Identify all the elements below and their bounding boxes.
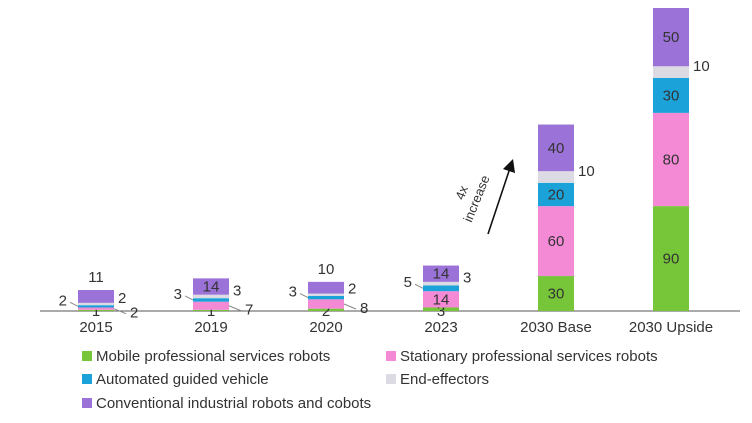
value-label: 2 bbox=[130, 305, 138, 322]
legend-label: Stationary professional services robots bbox=[400, 348, 658, 365]
x-tick-label: 2023 bbox=[424, 319, 457, 336]
value-label: 14 bbox=[433, 291, 450, 308]
bar-segment bbox=[423, 265, 459, 282]
value-label: 2 bbox=[322, 303, 330, 320]
bar-segment bbox=[78, 302, 114, 306]
value-label: 20 bbox=[548, 186, 565, 203]
bar-segment bbox=[538, 182, 574, 207]
value-label: 1 bbox=[207, 303, 215, 320]
value-label: 10 bbox=[318, 261, 335, 278]
bar-segment bbox=[653, 8, 689, 67]
x-tick-label: 2030 Upside bbox=[629, 319, 713, 336]
value-label: 2 bbox=[59, 292, 67, 309]
value-label: 3 bbox=[233, 282, 241, 299]
x-tick-label: 2015 bbox=[79, 319, 112, 336]
legend-swatch bbox=[82, 398, 92, 408]
legend-swatch bbox=[386, 351, 396, 361]
bar-segment bbox=[308, 308, 344, 311]
bar-segment bbox=[78, 305, 114, 308]
value-label: 30 bbox=[663, 87, 680, 104]
value-label: 10 bbox=[693, 58, 710, 75]
bar-segment bbox=[538, 171, 574, 183]
value-label: 8 bbox=[360, 300, 368, 317]
value-label: 3 bbox=[174, 286, 182, 303]
value-label: 50 bbox=[663, 29, 680, 46]
bar-segment bbox=[308, 293, 344, 296]
bar-segment bbox=[653, 77, 689, 113]
leader-line bbox=[184, 295, 194, 301]
value-label: 3 bbox=[289, 284, 297, 301]
bar-segment bbox=[538, 206, 574, 277]
bar-segment bbox=[308, 281, 344, 294]
x-tick-label: 2030 Base bbox=[520, 319, 592, 336]
bar-segment bbox=[193, 298, 229, 302]
bar-segment bbox=[78, 307, 114, 310]
legend-label: Automated guided vehicle bbox=[96, 371, 269, 388]
value-label: 10 bbox=[578, 163, 595, 180]
value-label: 14 bbox=[203, 278, 220, 295]
leader-line bbox=[343, 303, 357, 310]
bar-segment bbox=[423, 285, 459, 292]
annotation: 4x increase bbox=[452, 173, 493, 224]
value-label: 80 bbox=[663, 151, 680, 168]
bar-segment bbox=[193, 278, 229, 295]
bar-segment bbox=[423, 307, 459, 311]
value-label: 3 bbox=[437, 303, 445, 320]
x-tick-label: 2020 bbox=[309, 319, 342, 336]
leader-line bbox=[69, 301, 79, 307]
bar-segment bbox=[193, 309, 229, 311]
leader-line bbox=[299, 293, 309, 299]
value-label: 3 bbox=[463, 270, 471, 287]
value-label: 2 bbox=[348, 281, 356, 298]
bar-segment bbox=[653, 112, 689, 207]
bar-segment bbox=[193, 301, 229, 310]
bar-segment bbox=[193, 294, 229, 299]
bar-segment bbox=[78, 290, 114, 303]
leader-line bbox=[228, 305, 242, 312]
value-label: 40 bbox=[548, 140, 565, 157]
leader-line bbox=[414, 283, 424, 289]
value-label: 7 bbox=[245, 302, 253, 319]
legend-swatch bbox=[386, 374, 396, 384]
value-label: 5 bbox=[404, 274, 412, 291]
value-label: 2 bbox=[118, 290, 126, 307]
bar-segment bbox=[78, 309, 114, 311]
bar-segment bbox=[653, 66, 689, 78]
x-tick-label: 2019 bbox=[194, 319, 227, 336]
value-label: 11 bbox=[88, 269, 104, 286]
value-label: 1 bbox=[92, 303, 100, 320]
bar-segment bbox=[423, 291, 459, 308]
arrow bbox=[487, 158, 516, 235]
legend-swatch bbox=[82, 374, 92, 384]
legend-label: Conventional industrial robots and cobot… bbox=[96, 395, 371, 412]
annotation-line: 4x bbox=[452, 183, 471, 202]
bar-segment bbox=[538, 276, 574, 311]
legend-label: Mobile professional services robots bbox=[96, 348, 330, 365]
bar-segment bbox=[538, 124, 574, 172]
bar-segment bbox=[308, 295, 344, 300]
bar-segment bbox=[653, 206, 689, 311]
legend-swatch bbox=[82, 351, 92, 361]
leader-line bbox=[113, 308, 127, 315]
value-label: 30 bbox=[548, 285, 565, 302]
value-label: 14 bbox=[433, 266, 450, 283]
legend-label: End-effectors bbox=[400, 371, 489, 388]
value-label: 90 bbox=[663, 251, 680, 268]
bar-segment bbox=[423, 281, 459, 286]
bar-segment bbox=[308, 299, 344, 309]
value-label: 60 bbox=[548, 233, 565, 250]
